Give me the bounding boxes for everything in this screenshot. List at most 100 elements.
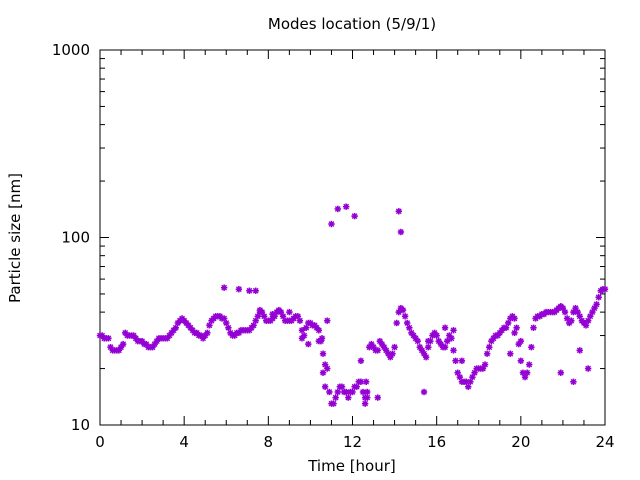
data-point (326, 388, 333, 396)
data-point (517, 357, 525, 364)
y-tick-label: 100 (61, 229, 90, 247)
data-point (357, 357, 365, 364)
data-point (286, 308, 293, 316)
data-point (584, 365, 592, 372)
data-point (397, 228, 405, 236)
plot-border (99, 49, 606, 426)
data-point (517, 337, 525, 345)
data-point (425, 343, 432, 351)
data-point (393, 319, 400, 327)
x-tick-label: 4 (179, 433, 189, 451)
data-point (441, 343, 449, 351)
data-point (507, 350, 514, 357)
data-point (454, 369, 461, 376)
data-point (601, 285, 609, 293)
x-tick-label: 0 (95, 433, 105, 451)
data-point (338, 383, 346, 390)
data-point (511, 329, 518, 337)
data-point (321, 383, 329, 390)
data-point (561, 308, 569, 316)
data-point (570, 378, 577, 385)
data-point (353, 383, 360, 390)
data-point (364, 394, 371, 401)
data-point (296, 317, 304, 324)
data-point (269, 310, 276, 318)
data-point (465, 383, 472, 390)
data-point (220, 284, 228, 291)
data-point (374, 394, 381, 401)
data-point (437, 340, 445, 348)
data-point (450, 327, 457, 334)
data-point (225, 324, 232, 331)
chart-title: Modes location (5/9/1) (268, 15, 436, 33)
data-point (481, 361, 489, 368)
data-point (370, 343, 377, 351)
data-point (246, 287, 253, 294)
data-point (389, 350, 396, 357)
data-point (422, 353, 430, 361)
data-point (557, 369, 565, 376)
data-point (374, 347, 381, 354)
data-point (526, 361, 533, 368)
data-point (443, 337, 451, 345)
data-point (315, 327, 323, 334)
data-point (458, 357, 466, 364)
data-point (204, 329, 211, 337)
data-point (486, 343, 493, 351)
data-point (318, 335, 326, 342)
data-point (448, 335, 455, 342)
data-point (332, 394, 339, 401)
plot-area (99, 49, 606, 426)
data-point (149, 343, 156, 351)
x-axis: 0 4 8 12 16 20 24 (95, 50, 615, 451)
data-point (593, 301, 600, 308)
data-point (414, 337, 421, 345)
data-point (324, 317, 331, 324)
data-point (298, 335, 306, 342)
data-point (433, 332, 440, 339)
data-point (362, 378, 370, 385)
data-point (256, 306, 264, 314)
data-point (406, 324, 413, 331)
x-tick-label: 12 (343, 433, 362, 451)
data-point (523, 369, 531, 376)
y-axis: 10 100 1000 (52, 41, 605, 434)
data-point (305, 340, 312, 348)
data-point (361, 400, 369, 407)
y-axis-label: Particle size [nm] (6, 173, 24, 303)
x-tick-label: 24 (595, 433, 614, 451)
data-point (595, 294, 602, 301)
data-point (345, 394, 352, 401)
data-point (105, 335, 112, 342)
data-point (351, 212, 358, 220)
data-point (334, 388, 341, 396)
data-point (330, 400, 337, 407)
data-point (342, 203, 350, 210)
data-point (483, 350, 491, 357)
x-tick-label: 16 (427, 433, 446, 451)
data-point (391, 343, 398, 351)
data-point (349, 388, 356, 396)
data-point (568, 317, 575, 324)
data-series (96, 203, 609, 407)
data-point (574, 308, 581, 316)
data-point (513, 324, 520, 331)
x-axis-label: Time [hour] (307, 457, 396, 475)
data-point (324, 365, 331, 372)
data-point (319, 350, 327, 357)
data-point (319, 369, 327, 376)
data-point (452, 357, 459, 364)
data-point (364, 388, 371, 396)
data-point (511, 315, 518, 322)
data-point (399, 306, 407, 314)
data-point (450, 347, 457, 354)
data-point (530, 324, 537, 331)
y-tick-label: 1000 (52, 41, 90, 59)
data-point (420, 388, 428, 396)
x-tick-label: 20 (511, 433, 530, 451)
x-tick-label: 8 (264, 433, 274, 451)
data-point (235, 285, 243, 293)
data-point (342, 388, 350, 396)
data-point (528, 343, 535, 351)
